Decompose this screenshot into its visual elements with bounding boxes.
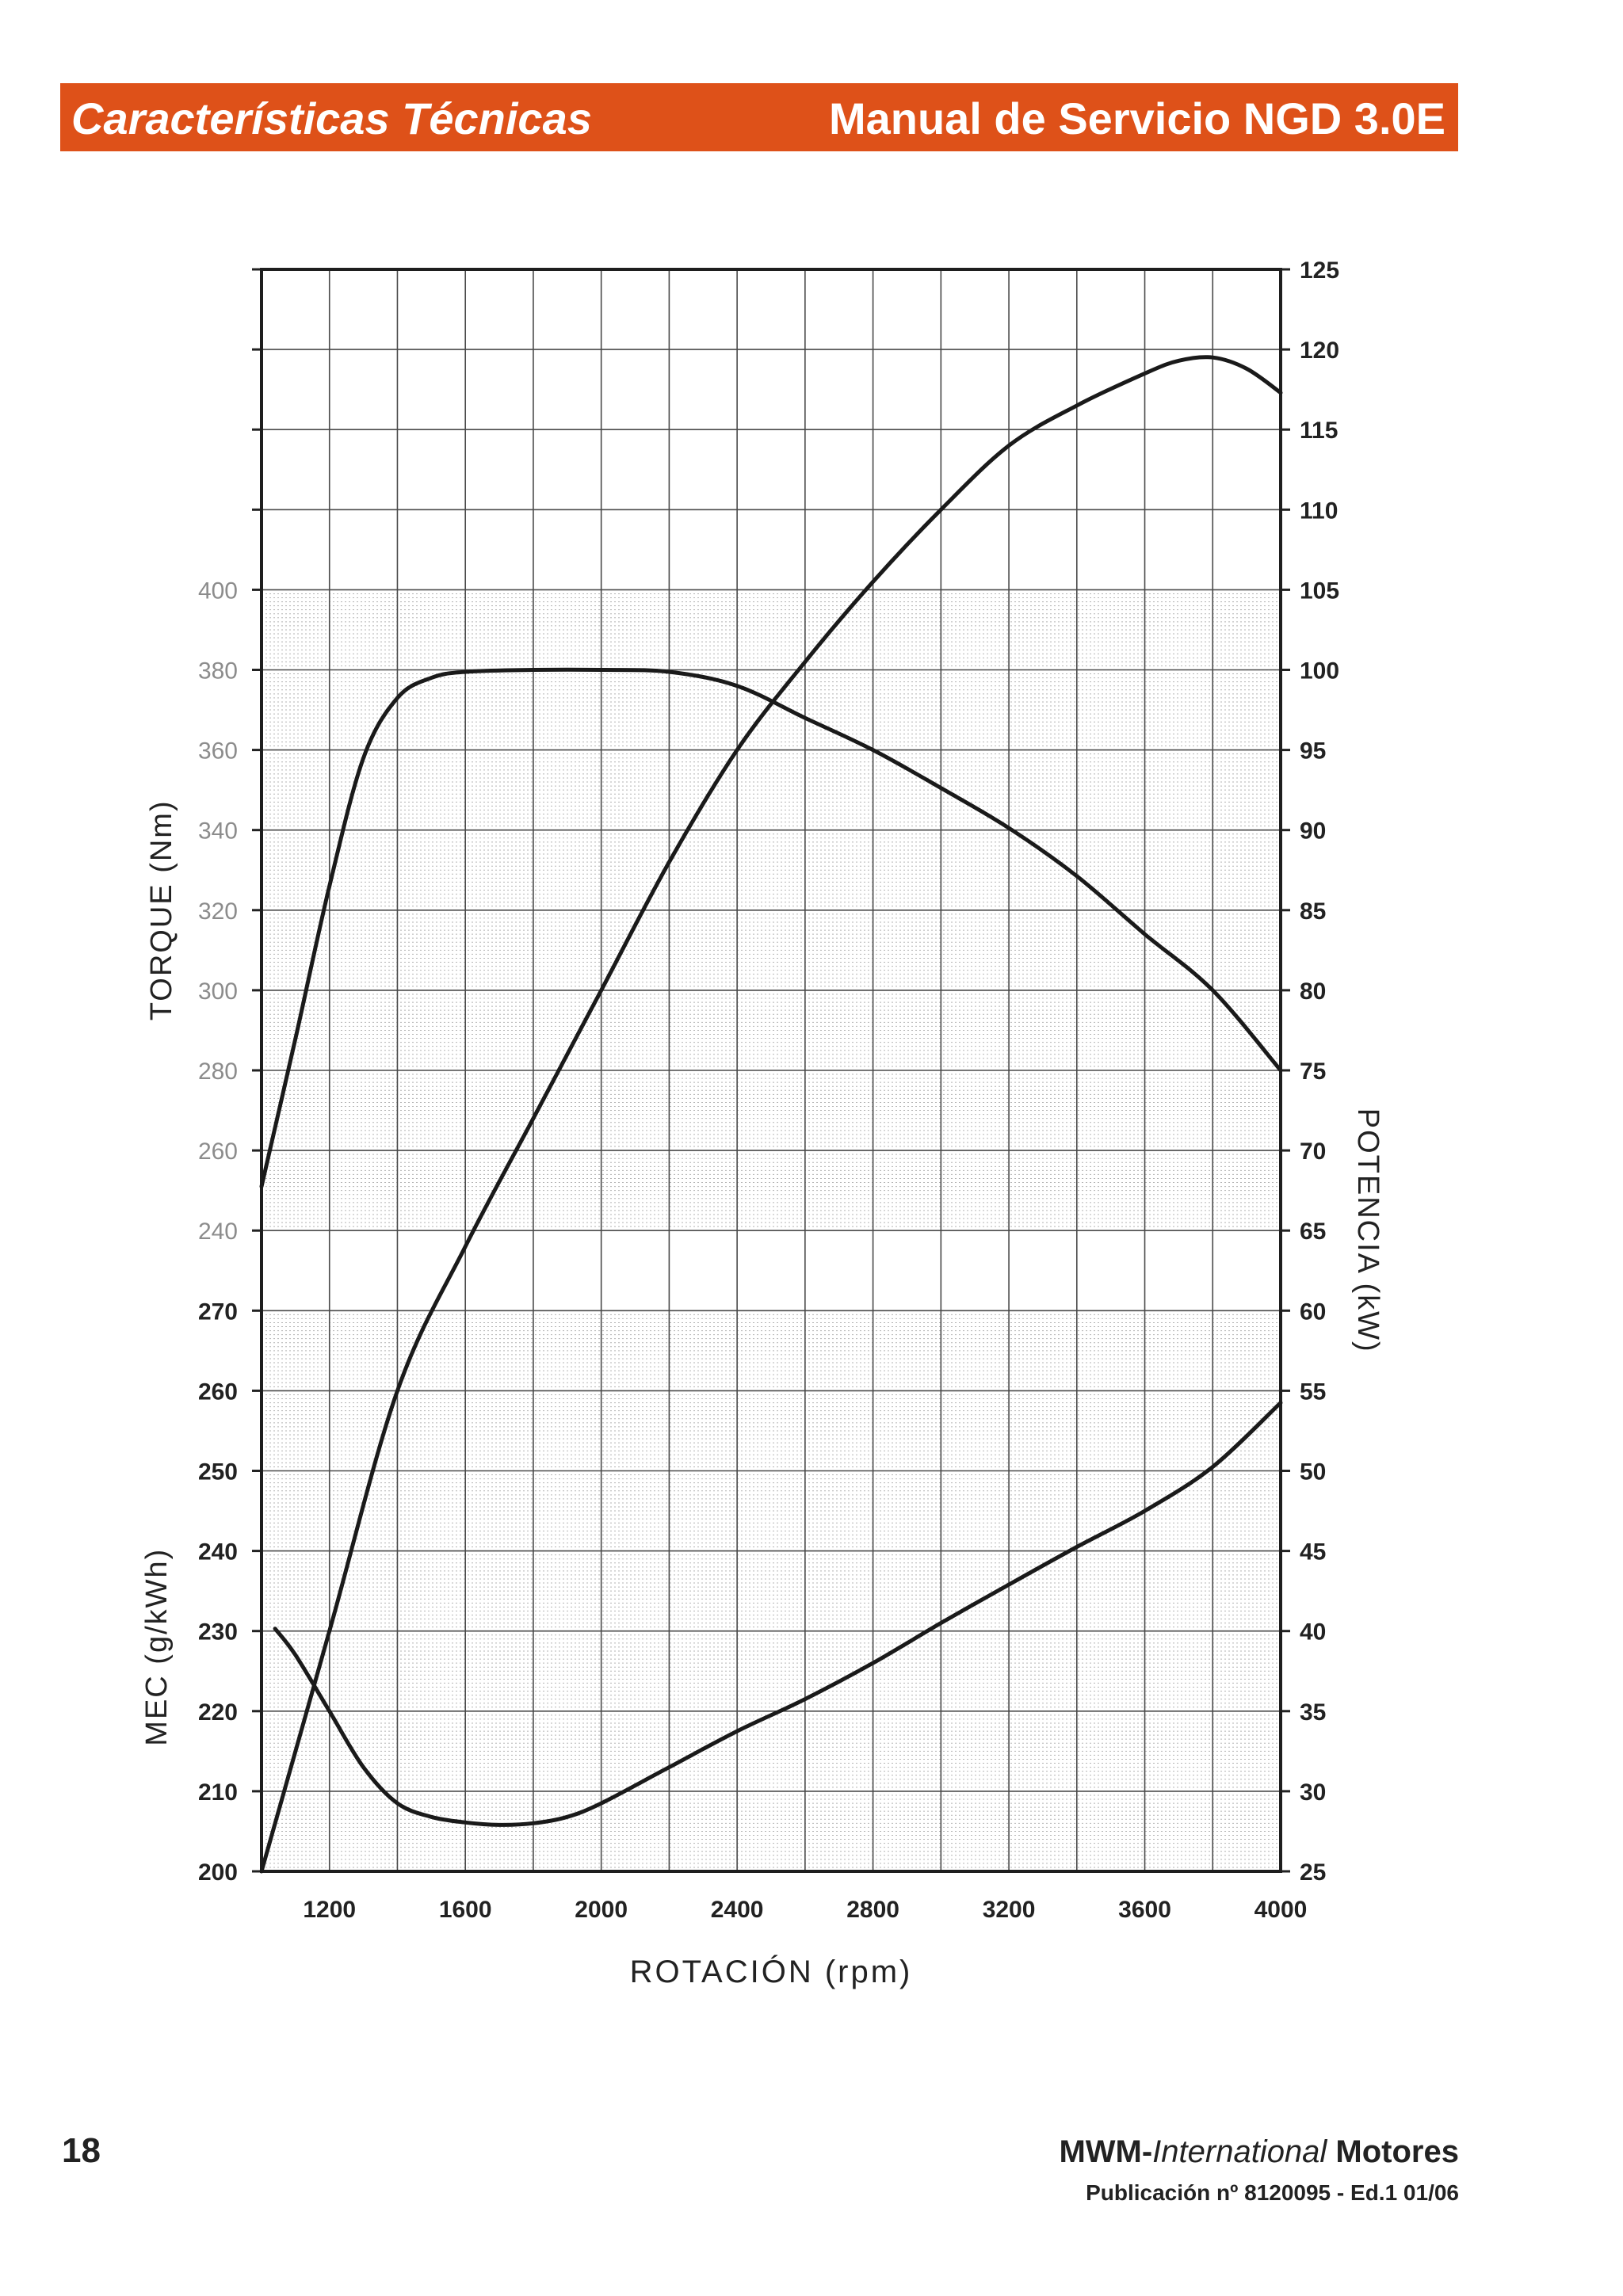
power-tick-label: 90 [1300, 818, 1326, 845]
power-tick-label: 105 [1300, 578, 1339, 604]
x-tick-label: 2000 [575, 1897, 628, 1923]
torque-tick-label: 380 [198, 658, 238, 685]
x-tick-label: 1600 [439, 1897, 492, 1923]
mec-axis-title: MEC (g/kWh) [140, 1548, 174, 1746]
power-tick-label: 110 [1300, 498, 1338, 524]
x-tick-label: 4000 [1254, 1897, 1308, 1923]
power-tick-label: 30 [1300, 1779, 1326, 1806]
power-tick-label: 100 [1300, 658, 1339, 685]
mec-tick-label: 260 [198, 1379, 238, 1405]
mec-tick-label: 230 [198, 1619, 238, 1646]
mec-curve [273, 1401, 1283, 1827]
power-tick-label: 95 [1300, 738, 1326, 765]
power-tick-label: 60 [1300, 1299, 1326, 1325]
x-tick-label: 3600 [1118, 1897, 1171, 1923]
power-tick-label: 120 [1300, 338, 1339, 364]
mec-tick-label: 270 [198, 1299, 238, 1325]
power-tick-label: 35 [1300, 1699, 1326, 1726]
power-tick-label: 75 [1300, 1058, 1326, 1085]
torque-tick-label: 280 [198, 1058, 238, 1085]
manual-title: Manual de Servicio NGD 3.0E [828, 93, 1445, 143]
torque-tick-label: 320 [198, 898, 238, 925]
header-bar: Características Técnicas Manual de Servi… [60, 83, 1458, 151]
power-tick-label: 85 [1300, 898, 1326, 925]
company-italic: International [1152, 2134, 1327, 2169]
company-suffix: Motores [1327, 2134, 1459, 2169]
power-tick-label: 50 [1300, 1459, 1326, 1486]
chart-grid [261, 269, 1281, 1872]
power-tick-label: 115 [1300, 418, 1338, 444]
power-tick-label: 80 [1300, 978, 1326, 1005]
x-tick-label: 3200 [983, 1897, 1036, 1923]
x-tick-label: 2800 [846, 1897, 899, 1923]
footer-company: MWM-International Motores [1059, 2134, 1459, 2170]
torque-tick-label: 260 [198, 1138, 238, 1165]
mec-tick-label: 200 [198, 1859, 238, 1886]
power-tick-label: 65 [1300, 1219, 1326, 1245]
company-prefix: MWM- [1059, 2134, 1153, 2169]
chart-series [259, 355, 1283, 1874]
power-tick-label: 25 [1300, 1859, 1326, 1886]
mec-tick-label: 220 [198, 1699, 238, 1726]
publication-info: Publicación nº 8120095 - Ed.1 01/06 [1086, 2180, 1459, 2205]
power-tick-label: 55 [1300, 1379, 1326, 1405]
section-title: Características Técnicas [71, 93, 592, 143]
mec-tick-label: 250 [198, 1459, 238, 1486]
power-tick-label: 45 [1300, 1539, 1326, 1566]
torque-tick-label: 340 [198, 818, 238, 845]
x-tick-label: 2400 [711, 1897, 764, 1923]
power-tick-label: 125 [1300, 257, 1339, 284]
power-tick-label: 70 [1300, 1138, 1326, 1165]
torque-curve [259, 667, 1283, 1189]
torque-tick-label: 360 [198, 738, 238, 765]
torque-tick-label: 300 [198, 978, 238, 1005]
power-tick-label: 40 [1300, 1619, 1326, 1646]
mec-tick-label: 240 [198, 1539, 238, 1566]
mec-tick-label: 210 [198, 1779, 238, 1806]
power-axis-title: POTENCIA (kW) [1351, 1108, 1384, 1353]
x-axis-title: ROTACIÓN (rpm) [630, 1954, 913, 1989]
torque-tick-label: 400 [198, 578, 238, 604]
torque-tick-label: 240 [198, 1219, 238, 1245]
torque-axis-title: TORQUE (Nm) [145, 799, 178, 1020]
page-number: 18 [62, 2131, 101, 2170]
chart-labels: 1200 1600 2000 2400 2800 3200 3600 4000 25 30 35 40… [140, 257, 1384, 1989]
power-curve [259, 355, 1283, 1874]
x-tick-label: 1200 [303, 1897, 356, 1923]
